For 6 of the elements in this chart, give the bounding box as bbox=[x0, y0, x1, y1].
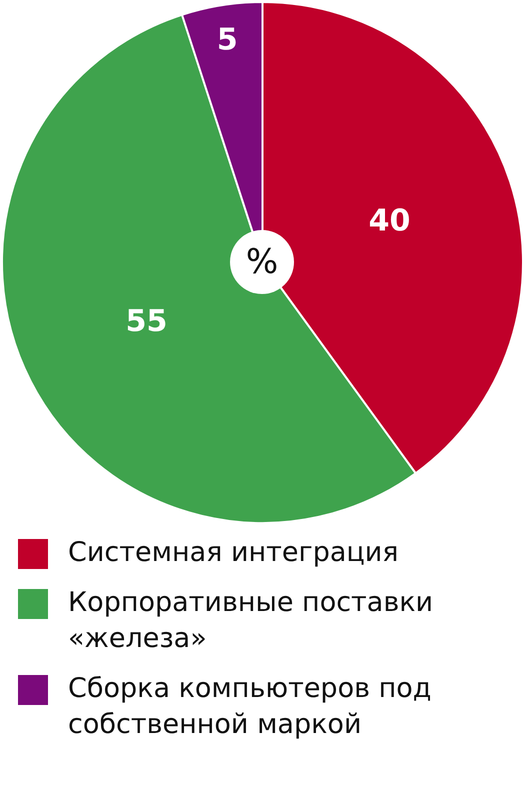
legend-label: Системная интеграция bbox=[68, 536, 399, 570]
data-label: 55 bbox=[126, 304, 168, 340]
data-label: 40 bbox=[368, 204, 410, 239]
legend-label: Сборка компьютеров под собственной маркой bbox=[68, 672, 432, 742]
legend-label: Корпоративные поставки «железа» bbox=[68, 586, 434, 656]
data-label: 5 bbox=[216, 22, 238, 58]
